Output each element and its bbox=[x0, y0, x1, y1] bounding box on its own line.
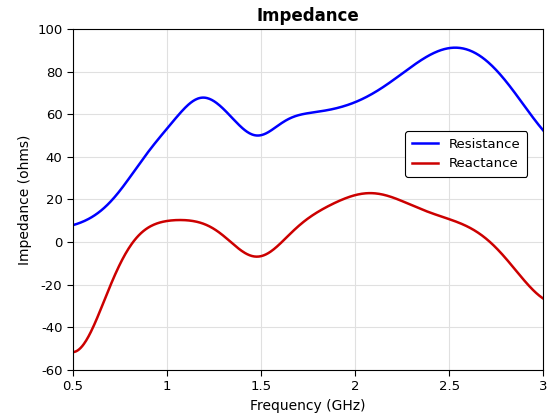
Resistance bbox=[69, 223, 76, 228]
Reactance bbox=[153, 221, 160, 226]
Resistance bbox=[452, 45, 459, 50]
Reactance bbox=[540, 296, 547, 301]
Resistance bbox=[384, 82, 390, 87]
Resistance bbox=[282, 118, 289, 123]
Reactance bbox=[384, 193, 391, 198]
Reactance bbox=[367, 191, 374, 196]
Reactance bbox=[69, 349, 76, 354]
Reactance bbox=[190, 219, 197, 224]
Resistance bbox=[190, 98, 197, 103]
Reactance bbox=[282, 236, 289, 241]
Resistance bbox=[153, 139, 160, 144]
Line: Resistance: Resistance bbox=[73, 47, 543, 225]
Resistance bbox=[347, 102, 353, 107]
Y-axis label: Impedance (ohms): Impedance (ohms) bbox=[17, 134, 31, 265]
Resistance bbox=[540, 128, 547, 133]
Resistance bbox=[423, 54, 430, 59]
Reactance bbox=[347, 194, 353, 199]
Line: Reactance: Reactance bbox=[73, 193, 543, 352]
Title: Impedance: Impedance bbox=[256, 7, 360, 25]
Legend: Resistance, Reactance: Resistance, Reactance bbox=[405, 131, 527, 177]
Reactance bbox=[424, 209, 431, 214]
X-axis label: Frequency (GHz): Frequency (GHz) bbox=[250, 399, 366, 412]
